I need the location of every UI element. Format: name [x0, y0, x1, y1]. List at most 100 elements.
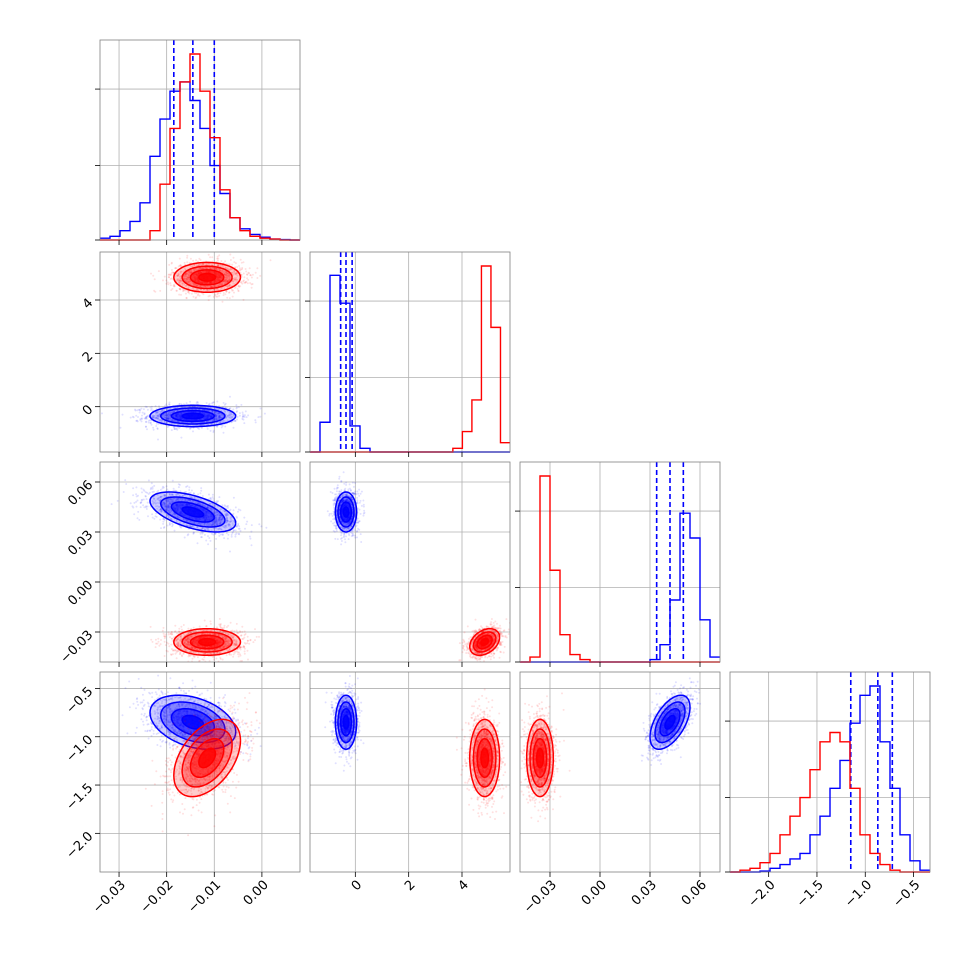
scatter-point: [183, 493, 186, 496]
scatter-point: [208, 294, 211, 297]
scatter-point: [192, 284, 195, 287]
scatter-point: [221, 533, 224, 536]
scatter-point: [218, 518, 220, 521]
scatter-point: [179, 279, 182, 282]
scatter-point: [216, 264, 219, 267]
scatter-point: [198, 257, 201, 260]
scatter-point: [199, 259, 202, 261]
scatter-point: [173, 636, 175, 639]
scatter-point: [196, 294, 199, 297]
scatter-point: [238, 265, 241, 267]
scatter-point: [197, 263, 200, 266]
scatter-point: [187, 291, 190, 294]
scatter-point: [151, 491, 154, 493]
scatter-point: [181, 282, 184, 285]
scatter-point: [206, 528, 209, 531]
scatter-point: [185, 639, 188, 642]
scatter-point: [186, 643, 189, 646]
scatter-point: [208, 402, 211, 405]
scatter-point: [166, 506, 169, 509]
scatter-point: [214, 521, 217, 524]
scatter-point: [152, 274, 155, 277]
scatter-point: [153, 278, 156, 281]
scatter-point: [171, 422, 173, 425]
scatter-point: [195, 259, 198, 262]
scatter-point: [233, 291, 235, 294]
scatter-point: [220, 508, 223, 510]
scatter-point: [151, 640, 154, 643]
scatter-point: [153, 484, 156, 487]
scatter-point: [178, 494, 181, 497]
scatter-point: [258, 523, 261, 526]
scatter-point: [217, 411, 220, 414]
scatter-point: [168, 276, 170, 279]
scatter-point: [169, 502, 172, 505]
scatter-point: [226, 296, 229, 299]
scatter-point: [150, 423, 153, 426]
scatter-point: [201, 649, 204, 652]
scatter-point: [167, 505, 170, 508]
scatter-point: [154, 405, 157, 408]
scatter-point: [243, 636, 246, 639]
scatter-point: [134, 408, 136, 411]
scatter-point: [193, 284, 196, 287]
scatter-point: [190, 265, 193, 268]
scatter-point: [171, 271, 174, 274]
scatter-point: [193, 493, 195, 495]
scatter-point: [197, 522, 200, 524]
scatter-point: [227, 506, 229, 509]
scatter-point: [224, 525, 227, 527]
scatter-point: [147, 421, 150, 424]
scatter-point: [226, 516, 229, 519]
scatter-point: [140, 407, 143, 410]
scatter-point: [156, 417, 159, 420]
scatter-point: [224, 505, 227, 508]
scatter-point: [182, 639, 185, 642]
scatter-point: [221, 282, 224, 285]
scatter-point: [206, 420, 209, 423]
scatter-point: [195, 402, 198, 404]
scatter-point: [156, 498, 159, 501]
scatter-point: [169, 503, 172, 506]
scatter-point: [198, 649, 201, 652]
scatter-point: [176, 645, 179, 648]
scatter-point: [234, 535, 237, 538]
scatter-point: [152, 502, 155, 505]
scatter-point: [163, 275, 166, 278]
scatter-point: [169, 417, 172, 420]
scatter-point: [179, 279, 182, 282]
scatter-point: [186, 519, 188, 522]
scatter-point: [224, 276, 227, 279]
scatter-point: [222, 292, 225, 294]
scatter-point: [231, 416, 234, 419]
scatter-point: [221, 627, 224, 629]
scatter-point: [178, 653, 181, 656]
scatter-point: [219, 416, 222, 419]
scatter-point: [247, 271, 250, 274]
scatter-point: [198, 263, 201, 266]
scatter-point: [153, 497, 156, 500]
scatter-point: [222, 280, 225, 283]
scatter-point: [263, 412, 266, 415]
scatter-point: [230, 518, 232, 521]
scatter-point: [175, 427, 178, 430]
scatter-point: [162, 522, 165, 525]
scatter-point: [183, 519, 186, 522]
scatter-point: [154, 290, 157, 293]
scatter-point: [174, 624, 177, 627]
scatter-point: [212, 401, 214, 404]
scatter-point: [226, 272, 229, 275]
scatter-point: [176, 279, 179, 282]
scatter-point: [226, 505, 228, 508]
scatter-point: [230, 288, 233, 291]
scatter-point: [237, 406, 240, 409]
scatter-point: [238, 525, 241, 528]
scatter-point: [166, 421, 169, 424]
scatter-point: [155, 425, 158, 427]
scatter-point: [208, 289, 211, 292]
contour-series-1: [181, 265, 233, 290]
scatter-point: [170, 269, 173, 271]
scatter-point: [190, 646, 193, 649]
scatter-point: [211, 524, 214, 527]
scatter-point: [202, 658, 205, 661]
